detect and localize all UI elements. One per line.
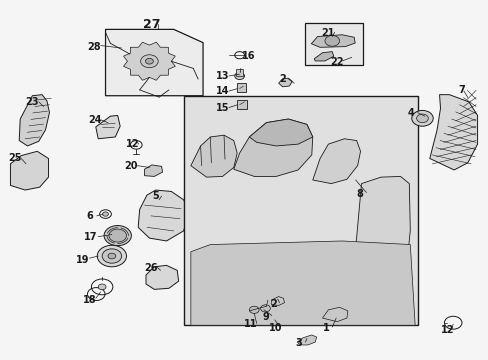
- Polygon shape: [429, 95, 477, 170]
- Text: 5: 5: [152, 191, 159, 201]
- Polygon shape: [312, 139, 360, 184]
- Polygon shape: [351, 176, 409, 280]
- Text: 7: 7: [457, 85, 464, 95]
- Text: 23: 23: [25, 97, 39, 107]
- Circle shape: [97, 245, 126, 267]
- Circle shape: [98, 284, 106, 290]
- Polygon shape: [271, 297, 284, 306]
- Text: 19: 19: [76, 255, 89, 265]
- Polygon shape: [123, 42, 175, 80]
- Text: 2: 2: [270, 299, 277, 309]
- Circle shape: [109, 229, 126, 242]
- Text: 9: 9: [262, 312, 268, 322]
- Text: 28: 28: [87, 42, 101, 52]
- Polygon shape: [249, 119, 312, 146]
- Polygon shape: [311, 35, 354, 47]
- Text: 10: 10: [268, 323, 282, 333]
- Text: 2: 2: [279, 74, 285, 84]
- Circle shape: [108, 253, 116, 259]
- Text: 26: 26: [144, 263, 157, 273]
- Bar: [236, 69, 243, 76]
- Circle shape: [104, 226, 131, 246]
- Text: 12: 12: [125, 139, 139, 149]
- Text: 17: 17: [84, 232, 98, 242]
- Bar: [237, 100, 246, 109]
- Polygon shape: [233, 119, 312, 176]
- Text: 15: 15: [215, 103, 229, 113]
- Bar: [305, 23, 362, 65]
- Text: 24: 24: [88, 115, 102, 125]
- Text: 21: 21: [321, 28, 334, 38]
- Text: 6: 6: [86, 211, 93, 221]
- Text: 20: 20: [124, 161, 138, 171]
- Polygon shape: [190, 135, 237, 177]
- Text: 4: 4: [407, 108, 414, 118]
- Circle shape: [145, 58, 153, 64]
- Polygon shape: [146, 265, 178, 289]
- Circle shape: [416, 114, 427, 123]
- Text: 13: 13: [215, 71, 229, 81]
- Text: 22: 22: [330, 57, 343, 67]
- Polygon shape: [10, 151, 48, 190]
- Text: 14: 14: [215, 86, 229, 96]
- Circle shape: [102, 249, 122, 263]
- Polygon shape: [297, 335, 316, 345]
- Circle shape: [260, 305, 270, 312]
- Text: 11: 11: [244, 319, 257, 329]
- Polygon shape: [138, 190, 189, 241]
- Text: 25: 25: [9, 153, 22, 163]
- Polygon shape: [96, 116, 120, 139]
- Polygon shape: [144, 165, 162, 176]
- Text: 16: 16: [241, 50, 255, 60]
- Text: 8: 8: [356, 189, 363, 199]
- Text: 1: 1: [323, 323, 329, 333]
- Polygon shape: [322, 307, 347, 321]
- Text: 3: 3: [295, 338, 302, 348]
- Circle shape: [141, 55, 158, 68]
- Circle shape: [249, 306, 259, 314]
- Text: 18: 18: [82, 295, 96, 305]
- Polygon shape: [278, 78, 292, 87]
- Polygon shape: [190, 241, 414, 325]
- Polygon shape: [105, 30, 203, 96]
- Polygon shape: [314, 51, 333, 61]
- Bar: [237, 83, 245, 92]
- Polygon shape: [19, 95, 49, 146]
- Circle shape: [411, 111, 432, 126]
- Text: 12: 12: [440, 325, 453, 335]
- Bar: [183, 96, 417, 325]
- Text: 27: 27: [143, 18, 160, 31]
- Circle shape: [325, 36, 339, 46]
- Circle shape: [234, 72, 244, 80]
- Circle shape: [102, 212, 108, 216]
